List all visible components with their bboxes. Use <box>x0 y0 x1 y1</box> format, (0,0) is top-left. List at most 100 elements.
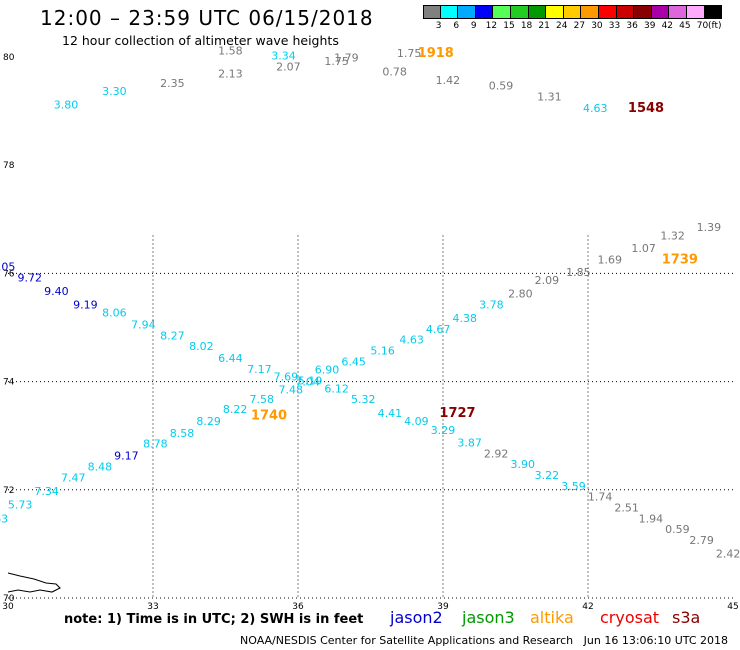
wave-height-value: 3.80 <box>54 98 79 111</box>
color-swatch <box>546 5 564 19</box>
pass-time-label: 1918 <box>418 46 454 61</box>
legend-altika: altika <box>530 608 574 627</box>
timestamp: Jun 16 13:06:10 UTC 2018 <box>583 634 729 647</box>
color-scale-cell: 12 <box>475 5 497 31</box>
wave-height-value: 3.87 <box>457 437 482 450</box>
wave-height-value: 1.31 <box>537 90 562 103</box>
wave-height-value: 8.78 <box>143 438 168 451</box>
color-scale-label: 6 <box>453 21 460 31</box>
color-swatch <box>510 5 529 19</box>
color-scale-label: 36 <box>626 21 638 31</box>
wave-height-value: 1.58 <box>218 44 243 57</box>
wave-height-value: 3.30 <box>102 85 127 98</box>
color-swatch <box>528 5 547 19</box>
latitude-label: 78 <box>3 161 15 171</box>
pass-time-label: 1739 <box>662 253 698 268</box>
wave-height-value: 7.69 <box>274 371 299 384</box>
color-scale-cell: 3 <box>423 5 441 31</box>
longitude-label: 45 <box>727 602 738 612</box>
longitude-label: 42 <box>582 602 593 612</box>
pass-time-label: 1727 <box>439 406 475 421</box>
wave-height-value: 8.02 <box>189 340 214 353</box>
color-scale-label: 3 <box>435 21 442 31</box>
page-subtitle: 12 hour collection of altimeter wave hei… <box>62 33 339 48</box>
wave-height-value: 5.73 <box>8 499 33 512</box>
wave-height-value: 7.48 <box>279 384 304 397</box>
wave-height-value: 7.04 <box>295 375 320 388</box>
color-scale-cell: 70 <box>686 5 708 31</box>
longitude-label: 33 <box>147 602 158 612</box>
color-scale-cell: 27 <box>563 5 585 31</box>
color-scale-label: 18 <box>520 21 533 31</box>
color-swatch <box>616 5 635 19</box>
credit-text: NOAA/NESDIS Center for Satellite Applica… <box>240 634 574 647</box>
wave-height-value: 2.80 <box>508 288 533 301</box>
legend-cryosat: cryosat <box>600 608 660 627</box>
wave-height-value: 1.32 <box>660 229 685 242</box>
wave-height-value: 7.17 <box>247 363 272 376</box>
wave-height-value: 1.69 <box>598 254 623 267</box>
wave-height-value: 6.90 <box>315 363 340 376</box>
wave-height-value: 3.29 <box>431 424 456 437</box>
color-scale-label: 12 <box>485 21 498 31</box>
color-scale-label: 15 <box>503 21 515 31</box>
latitude-label: 74 <box>3 378 15 388</box>
wave-height-value: 8.29 <box>196 415 221 428</box>
color-scale-legend: 3 6 9 12 15 18 21 24 27 30 33 36 39 42 45 70 <box>423 5 723 31</box>
wave-height-value: 9.72 <box>18 272 43 285</box>
color-scale-cell: 6 <box>440 5 459 31</box>
color-scale-label: 70 <box>696 21 709 31</box>
wave-height-value: 1.75 <box>324 55 349 68</box>
wave-height-value: 4.67 <box>426 323 451 336</box>
legend-s3a: s3a <box>672 608 701 627</box>
wave-height-value: 2.13 <box>218 68 243 81</box>
wave-height-value: 0.59 <box>489 79 514 92</box>
wave-height-value: 1.79 <box>334 51 359 64</box>
color-swatch <box>598 5 617 19</box>
color-scale-label: 42 <box>661 21 674 31</box>
wave-height-value: 7.58 <box>250 393 275 406</box>
longitude-label: 39 <box>437 602 449 612</box>
color-scale-cell: 33 <box>598 5 620 31</box>
color-scale-cell: 9 <box>458 5 477 31</box>
longitude-label: 30 <box>2 602 14 612</box>
legend-jason3: jason3 <box>462 608 515 627</box>
wave-height-value: 6.45 <box>341 355 366 368</box>
color-scale-cell: 42 <box>651 5 673 31</box>
wave-height-value: 2.51 <box>614 501 639 514</box>
color-swatch <box>581 5 599 19</box>
wave-height-value: 6.12 <box>324 382 349 395</box>
color-swatch <box>440 5 459 19</box>
color-swatch <box>475 5 494 19</box>
color-scale-label: 24 <box>556 21 568 31</box>
color-swatch <box>458 5 476 19</box>
pass-time-label: 1740 <box>251 408 287 423</box>
color-swatch <box>704 5 723 19</box>
color-scale-cell: 18 <box>510 5 532 31</box>
wave-height-value: 2.79 <box>689 534 714 547</box>
credit-line: NOAA/NESDIS Center for Satellite Applica… <box>240 634 728 647</box>
wave-height-value: 2.35 <box>160 77 185 90</box>
wave-height-value: 2.92 <box>484 447 509 460</box>
wave-height-value: 7.94 <box>131 319 156 332</box>
color-scale-cell: 21 <box>528 5 550 31</box>
color-scale-label: 21 <box>538 21 550 31</box>
color-scale-label: 27 <box>573 21 586 31</box>
wave-height-value: 5.32 <box>351 393 376 406</box>
wave-height-value: 4.63 <box>399 334 424 347</box>
wave-height-value: 4.38 <box>453 312 478 325</box>
wave-height-value: 8.58 <box>170 427 195 440</box>
wave-height-value: 1.42 <box>436 74 461 87</box>
color-swatch <box>634 5 652 19</box>
wave-height-value: 2.07 <box>276 61 301 74</box>
wave-height-value: 0.78 <box>382 65 407 78</box>
wave-height-value: 4.09 <box>404 415 429 428</box>
color-scale-label: 9 <box>470 21 477 31</box>
color-scale-label: 45 <box>679 21 691 31</box>
color-scale-cell: 36 <box>616 5 638 31</box>
color-scale-cell: 24 <box>546 5 567 31</box>
color-swatch <box>423 5 441 19</box>
legend-jason2: jason2 <box>390 608 443 627</box>
wave-height-value: 5.19 <box>298 374 323 387</box>
